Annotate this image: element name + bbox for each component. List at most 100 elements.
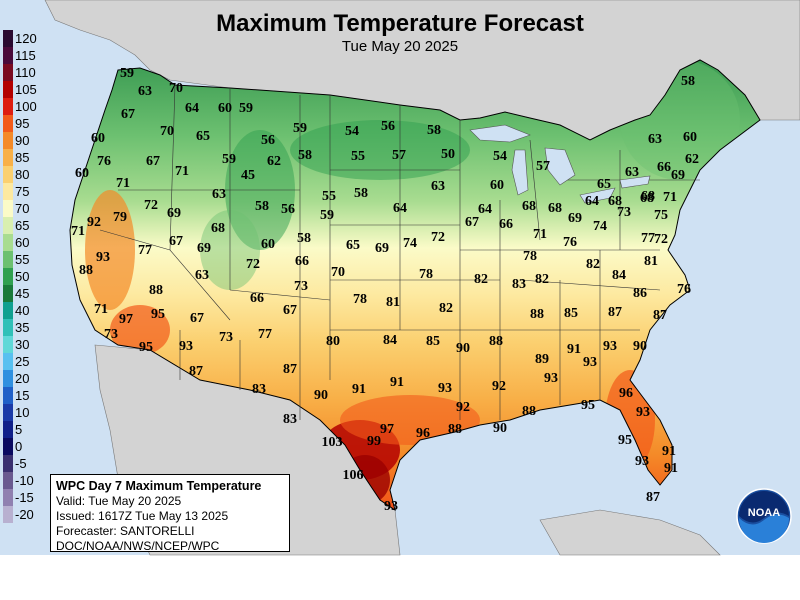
legend-swatch [3,47,13,64]
temperature-value: 82 [474,272,488,287]
temperature-value: 60 [91,131,105,146]
legend-label: 80 [15,167,30,182]
temperature-value: 91 [352,382,366,397]
legend-entry: -5 [3,455,45,472]
temperature-value: 84 [612,268,626,283]
temperature-value: 90 [456,341,470,356]
legend-entry: 15 [3,387,45,404]
temperature-value: 71 [71,224,85,239]
legend-swatch [3,302,13,319]
temperature-value: 93 [179,339,193,354]
temperature-value: 56 [261,133,275,148]
temperature-value: 95 [618,433,632,448]
temperature-value: 72 [246,257,260,272]
temperature-value: 71 [116,176,130,191]
temperature-value: 92 [87,215,101,230]
legend-entry: 20 [3,370,45,387]
temperature-value: 59 [239,101,253,116]
legend-swatch [3,455,13,472]
legend-swatch [3,251,13,268]
legend-label: 65 [15,218,30,233]
legend-entry: 35 [3,319,45,336]
temperature-value: 106 [343,468,364,483]
legend-swatch [3,336,13,353]
svg-text:NOAA: NOAA [748,507,780,519]
legend-label: -5 [15,456,27,471]
legend-entry: 5 [3,421,45,438]
legend-swatch [3,353,13,370]
legend-swatch [3,149,13,166]
temperature-value: 76 [563,235,577,250]
legend-entry: 100 [3,98,45,115]
temperature-value: 97 [119,312,133,327]
temperature-value: 66 [657,160,671,175]
temperature-value: 74 [593,219,607,234]
temperature-value: 93 [96,250,110,265]
legend-entry: 115 [3,47,45,64]
temperature-value: 87 [608,305,622,320]
legend-label: 115 [15,48,36,63]
temperature-value: 87 [283,362,297,377]
temperature-value: 90 [633,339,647,354]
temperature-value: 54 [345,124,359,139]
temperature-value: 64 [585,194,599,209]
map-title: Maximum Temperature Forecast [216,10,584,37]
temperature-value: 54 [493,149,507,164]
temperature-value: 60 [683,130,697,145]
temperature-value: 82 [535,272,549,287]
legend-entry: 95 [3,115,45,132]
legend-entry: -20 [3,506,45,523]
temperature-value: 68 [548,201,562,216]
temperature-value: 69 [167,206,181,221]
temperature-value: 82 [439,301,453,316]
legend-swatch [3,200,13,217]
legend-swatch [3,489,13,506]
temperature-value: 77 [138,243,152,258]
temperature-value: 74 [403,236,417,251]
legend-label: 5 [15,422,23,437]
temperature-value: 88 [530,307,544,322]
temperature-value: 68 [608,194,622,209]
legend-entry: 40 [3,302,45,319]
temperature-value: 78 [419,267,433,282]
temperature-value: 91 [390,375,404,390]
legend-label: -10 [15,473,34,488]
temperature-value: 59 [293,121,307,136]
temperature-value: 99 [367,434,381,449]
temperature-value: 71 [663,190,677,205]
temperature-value: 93 [636,405,650,420]
temperature-value: 68 [640,191,654,206]
temperature-value: 65 [196,129,210,144]
temperature-value: 85 [564,306,578,321]
temperature-value: 88 [489,334,503,349]
legend-label: 0 [15,439,23,454]
legend-swatch [3,438,13,455]
legend-swatch [3,183,13,200]
temperature-value: 63 [138,84,152,99]
temperature-value: 65 [346,238,360,253]
legend-swatch [3,370,13,387]
temperature-value: 95 [139,340,153,355]
temperature-value: 78 [523,249,537,264]
temperature-value: 60 [490,178,504,193]
legend-swatch [3,166,13,183]
legend-entry: 55 [3,251,45,268]
legend-entry: -10 [3,472,45,489]
temperature-value: 66 [295,254,309,269]
temperature-value: 93 [438,381,452,396]
temperature-value: 81 [644,254,658,269]
temperature-value: 64 [478,202,492,217]
legend-entry: -15 [3,489,45,506]
temperature-value: 67 [190,311,204,326]
legend-swatch [3,132,13,149]
temperature-value: 72 [144,198,158,213]
temperature-value: 66 [499,217,513,232]
temperature-value: 58 [297,231,311,246]
legend-swatch [3,421,13,438]
legend-entry: 75 [3,183,45,200]
legend-swatch [3,30,13,47]
legend-label: -15 [15,490,34,505]
temperature-value: 82 [586,257,600,272]
temperature-value: 83 [512,277,526,292]
temperature-value: 57 [536,159,550,174]
